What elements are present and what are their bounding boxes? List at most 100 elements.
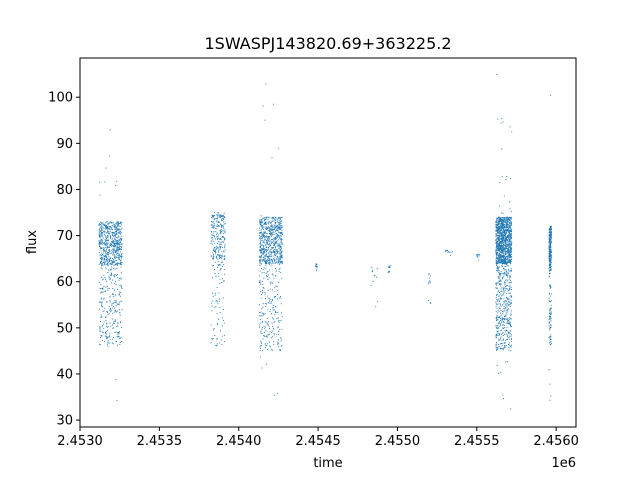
data-point (495, 310, 497, 312)
data-point (260, 252, 262, 254)
data-point (258, 281, 260, 283)
data-point (103, 328, 105, 330)
data-point (501, 226, 503, 228)
data-point (221, 344, 223, 346)
data-point (505, 285, 508, 287)
data-point (116, 223, 118, 225)
data-point (508, 247, 510, 249)
data-point (504, 274, 506, 276)
data-point (120, 286, 122, 288)
data-point (279, 237, 281, 239)
data-point (279, 218, 281, 220)
data-point (224, 245, 226, 247)
data-point (505, 237, 507, 239)
data-point (500, 348, 502, 350)
data-point (269, 269, 271, 271)
data-point (500, 293, 502, 295)
data-point (496, 282, 498, 284)
data-point (503, 262, 505, 264)
data-point (210, 302, 212, 304)
data-point (117, 241, 119, 243)
data-point (99, 326, 101, 328)
data-point (498, 231, 500, 233)
data-point (115, 227, 117, 229)
data-point (216, 239, 218, 241)
data-point (509, 230, 511, 232)
data-point (501, 318, 503, 320)
data-point (510, 301, 512, 303)
data-point (548, 337, 550, 339)
data-point (104, 234, 106, 236)
data-point (121, 221, 123, 223)
data-point (103, 231, 105, 233)
data-point (274, 223, 276, 225)
data-point (214, 250, 216, 252)
data-point (101, 255, 103, 257)
data-point (120, 278, 122, 280)
data-point (495, 233, 497, 235)
data-point (219, 283, 221, 285)
data-point (217, 275, 219, 277)
data-point (498, 227, 500, 229)
data-point (498, 221, 500, 223)
data-point (105, 338, 107, 340)
data-point (109, 277, 111, 279)
data-point (220, 267, 222, 270)
data-point (451, 251, 453, 253)
data-point (111, 231, 113, 233)
data-point (119, 314, 121, 316)
data-point (279, 249, 281, 251)
data-point (278, 246, 280, 248)
data-point (108, 269, 110, 271)
data-point (500, 217, 502, 219)
observing-season (370, 266, 378, 308)
data-point (498, 334, 500, 336)
data-point (501, 259, 503, 261)
data-point (270, 283, 272, 285)
data-point (115, 305, 117, 307)
data-point (500, 261, 502, 263)
data-point (508, 238, 510, 241)
data-point (222, 264, 224, 266)
data-point (505, 263, 507, 265)
data-point (271, 332, 273, 334)
data-point (118, 255, 120, 257)
data-point (549, 284, 551, 286)
data-point (281, 238, 283, 240)
data-point (258, 261, 260, 263)
data-point (276, 259, 278, 261)
data-point (211, 237, 213, 239)
data-point (115, 185, 117, 187)
data-point (275, 311, 277, 313)
data-point (500, 245, 502, 247)
data-point (509, 236, 511, 238)
data-point (211, 255, 213, 257)
data-point (113, 238, 116, 240)
data-point (501, 239, 504, 242)
data-point (222, 217, 224, 219)
data-point (101, 335, 103, 337)
data-points (98, 73, 552, 410)
data-point (259, 324, 261, 326)
x-tick-label: 2.4535 (137, 434, 183, 449)
data-point (268, 251, 270, 253)
data-point (222, 317, 224, 319)
data-point (501, 219, 504, 221)
data-point (114, 300, 116, 302)
data-point (265, 218, 267, 220)
data-point (496, 348, 499, 350)
data-point (116, 243, 118, 245)
data-point (106, 326, 108, 328)
data-point (220, 239, 222, 241)
data-point (214, 212, 216, 214)
data-point (498, 230, 500, 232)
data-point (500, 242, 502, 244)
data-point (273, 328, 275, 330)
data-point (105, 232, 107, 234)
x-axis-ticks: 2.4530 2.4535 2.4540 2.4545 2.4550 2.4555 2.45… (57, 427, 579, 449)
data-point (111, 266, 113, 268)
data-point (277, 225, 279, 227)
data-point (277, 290, 279, 292)
data-point (260, 233, 262, 235)
data-point (217, 225, 219, 227)
